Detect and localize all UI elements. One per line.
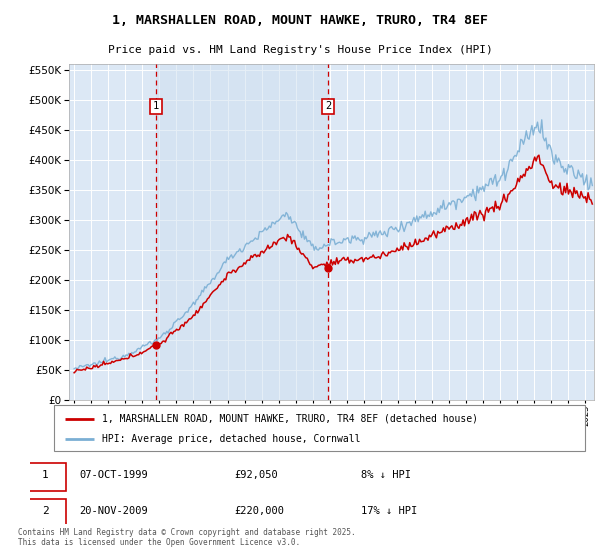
Text: 1: 1 [153, 101, 159, 111]
Text: £92,050: £92,050 [234, 470, 278, 479]
Text: 1, MARSHALLEN ROAD, MOUNT HAWKE, TRURO, TR4 8EF: 1, MARSHALLEN ROAD, MOUNT HAWKE, TRURO, … [112, 14, 488, 27]
Text: 17% ↓ HPI: 17% ↓ HPI [361, 506, 418, 516]
Text: Contains HM Land Registry data © Crown copyright and database right 2025.
This d: Contains HM Land Registry data © Crown c… [18, 528, 356, 548]
Text: HPI: Average price, detached house, Cornwall: HPI: Average price, detached house, Corn… [102, 435, 360, 444]
Text: 8% ↓ HPI: 8% ↓ HPI [361, 470, 411, 479]
Text: 1, MARSHALLEN ROAD, MOUNT HAWKE, TRURO, TR4 8EF (detached house): 1, MARSHALLEN ROAD, MOUNT HAWKE, TRURO, … [102, 414, 478, 424]
Text: 2: 2 [42, 506, 49, 516]
Text: 20-NOV-2009: 20-NOV-2009 [80, 506, 148, 516]
FancyBboxPatch shape [25, 499, 67, 527]
Text: 07-OCT-1999: 07-OCT-1999 [80, 470, 148, 479]
Text: 1: 1 [42, 470, 49, 479]
Text: Price paid vs. HM Land Registry's House Price Index (HPI): Price paid vs. HM Land Registry's House … [107, 45, 493, 55]
Bar [156, 64, 328, 400]
FancyBboxPatch shape [25, 463, 67, 491]
FancyBboxPatch shape [54, 405, 585, 451]
Text: £220,000: £220,000 [234, 506, 284, 516]
Text: 2: 2 [325, 101, 331, 111]
